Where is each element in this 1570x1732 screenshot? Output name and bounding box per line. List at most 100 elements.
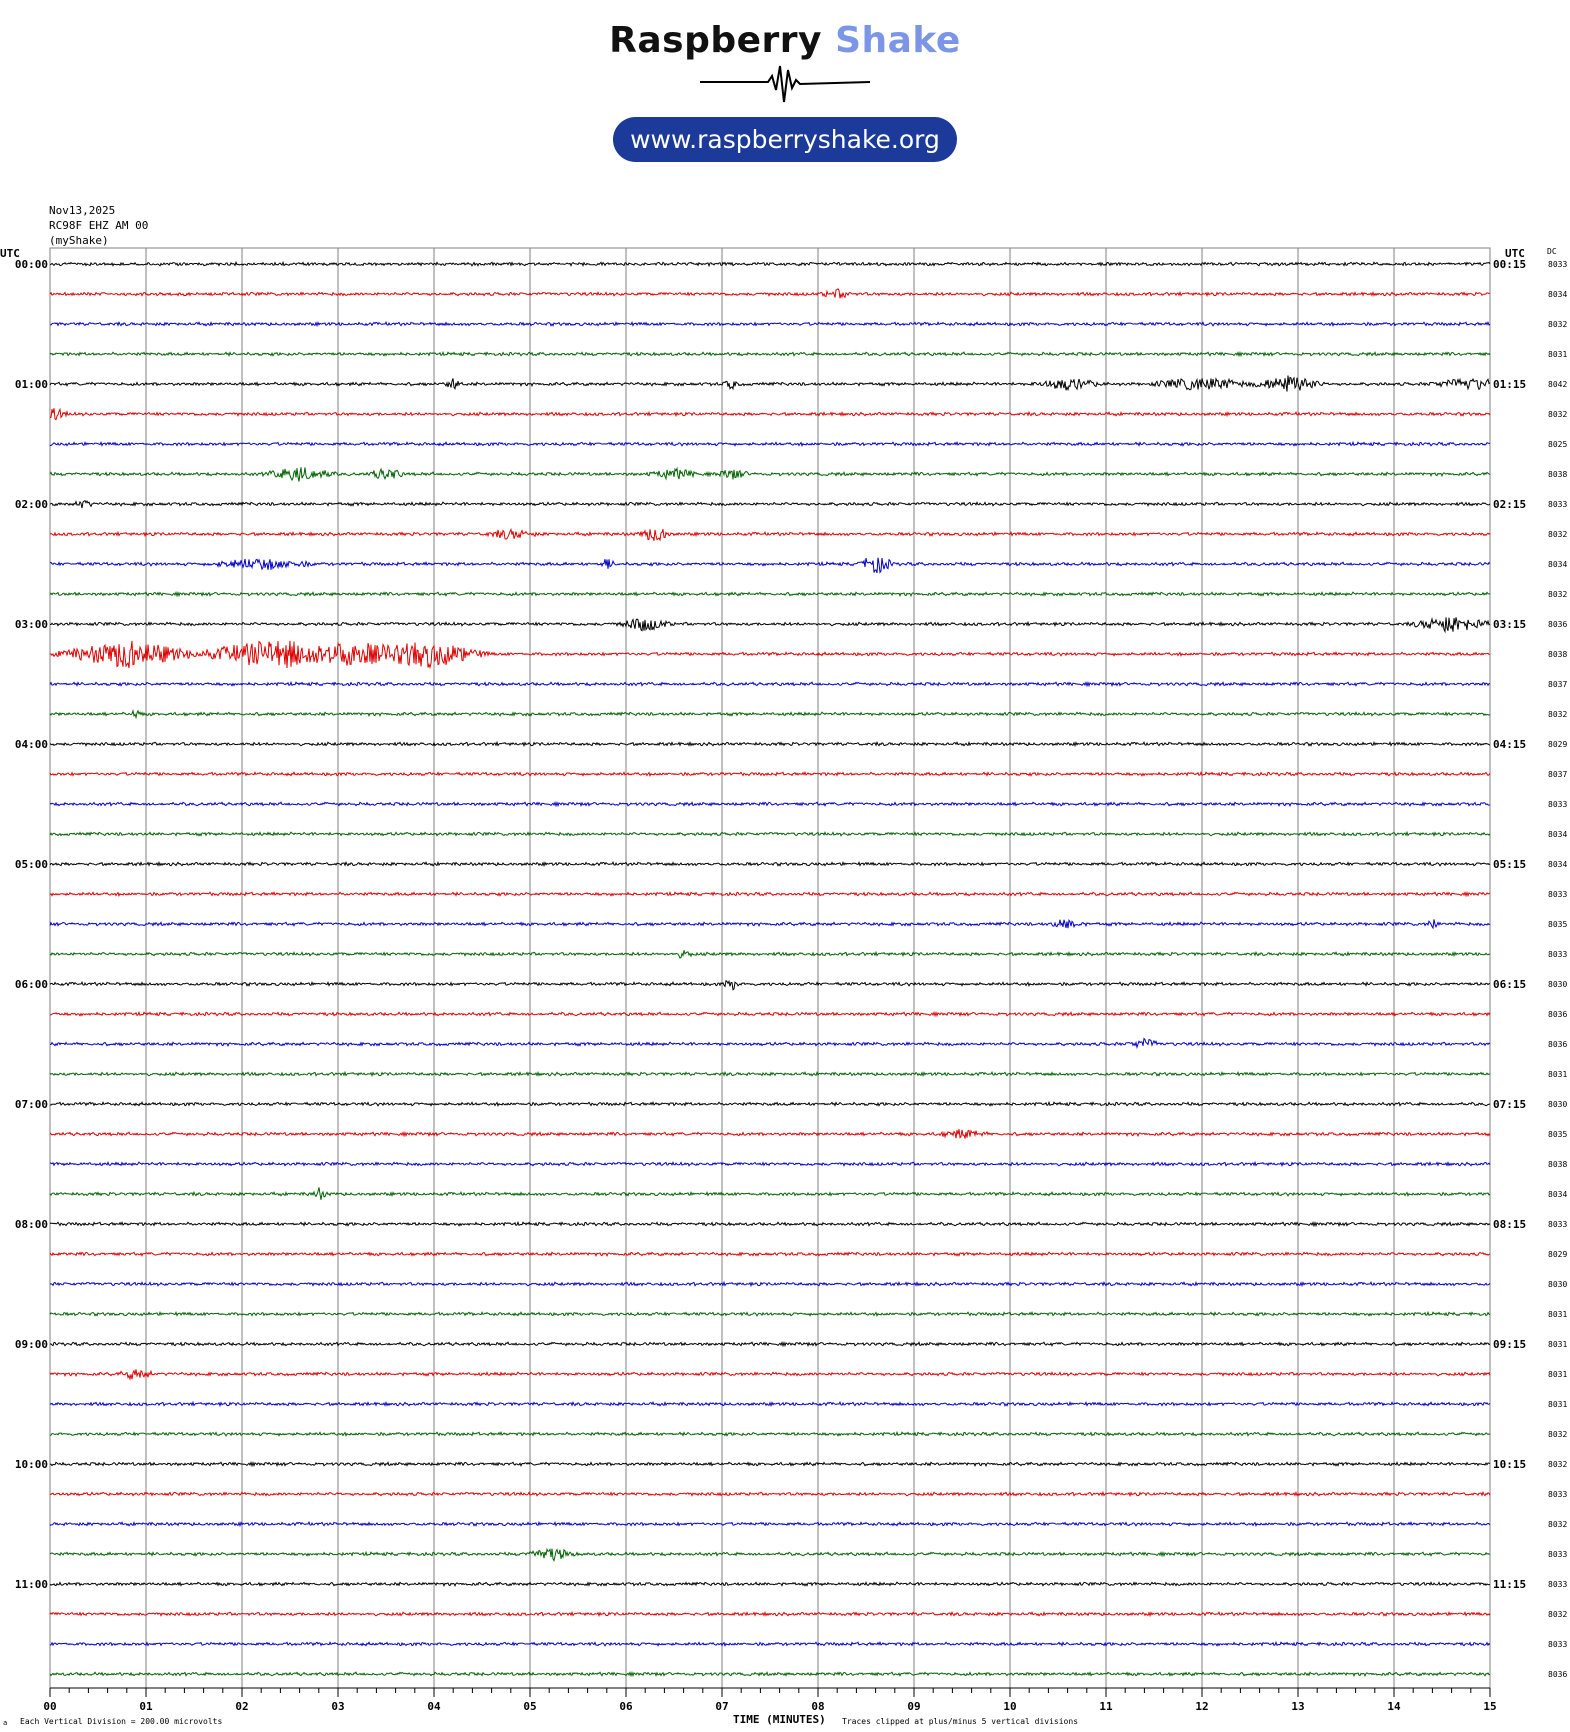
trace-row [49,1490,1491,1498]
trace-row [49,1670,1491,1678]
x-tick-label: 04 [427,1700,441,1713]
trace-row [49,1340,1491,1348]
hour-label-right: 08:15 [1493,1218,1526,1231]
logo-word-shake: Shake [835,20,961,61]
dc-offset-label: 8033 [1548,1220,1567,1229]
dc-offset-label: 8037 [1548,770,1567,779]
trace-row [49,800,1491,808]
dc-offset-label: 8034 [1548,860,1567,869]
division-scale-note: Each Vertical Division = 200.00 microvol… [20,1717,223,1726]
dc-offset-label: 8038 [1548,1160,1567,1169]
dc-offset-header: DC [1547,247,1557,256]
dc-offset-label: 8033 [1548,1550,1567,1559]
x-axis-title: TIME (MINUTES) [733,1713,826,1726]
trace-row [49,320,1491,328]
dc-offset-label: 8029 [1548,1250,1567,1259]
trace-row [49,1070,1491,1078]
trace-row [49,440,1491,448]
trace-row [50,617,1491,634]
logo-word-raspberry: Raspberry [609,20,823,61]
trace-row [49,1610,1491,1618]
dc-offset-label: 8034 [1548,830,1567,839]
trace-row [49,1220,1491,1228]
trace-row [49,709,1491,720]
dc-offset-label: 8030 [1548,1280,1567,1289]
trace-row [49,260,1491,268]
trace-row [49,830,1491,838]
x-tick-label: 06 [619,1700,633,1713]
hour-label-right: 06:15 [1493,978,1526,991]
trace-row [49,407,1491,421]
corner-mark: a [3,1719,8,1727]
hour-label-left: 08:00 [15,1218,48,1231]
dc-offset-label: 8038 [1548,650,1567,659]
trace-row [49,527,1491,542]
dc-offset-label: 8034 [1548,1190,1567,1199]
dc-offset-label: 8032 [1548,530,1567,539]
trace-row [49,557,1491,574]
hour-label-left: 06:00 [15,978,48,991]
x-tick-label: 01 [139,1700,153,1713]
dc-offset-label: 8035 [1548,920,1567,929]
utc-left-label: UTC [0,247,20,260]
x-tick-label: 07 [715,1700,728,1713]
website-url-link[interactable]: www.raspberryshake.org [613,117,957,162]
hour-label-left: 10:00 [15,1458,48,1471]
trace-row [49,1310,1491,1318]
trace-row [49,1100,1491,1108]
x-tick-label: 11 [1099,1700,1113,1713]
hour-label-left: 07:00 [15,1098,48,1111]
hour-label-left: 03:00 [15,618,48,631]
trace-row [49,1187,1491,1200]
trace-row [49,1547,1491,1562]
trace-row [49,350,1491,358]
dc-offset-label: 8032 [1548,410,1567,419]
trace-row [49,1251,1491,1257]
trace-row [49,1160,1491,1168]
station-id: RC98F EHZ AM 00 [49,219,149,232]
hour-label-right: 10:15 [1493,1458,1526,1471]
trace-row [49,500,1491,509]
dc-offset-label: 8032 [1548,1520,1567,1529]
plot-date: Nov13,2025 [49,204,116,217]
dc-offset-label: 8032 [1548,320,1567,329]
hour-label-right: 01:15 [1493,378,1526,391]
dc-offset-label: 8032 [1548,590,1567,599]
x-tick-label: 14 [1387,1700,1401,1713]
dc-offset-label: 8032 [1548,1460,1567,1469]
x-tick-label: 03 [331,1700,344,1713]
dc-offset-label: 8042 [1548,380,1567,389]
dc-offset-label: 8032 [1548,1610,1567,1619]
x-tick-label: 13 [1291,1700,1304,1713]
trace-row [49,918,1491,930]
dc-offset-label: 8033 [1548,950,1567,959]
trace-row [49,1640,1491,1648]
trace-row [49,1520,1491,1528]
trace-row [49,640,1491,670]
trace-row [49,1280,1491,1288]
dc-offset-label: 8029 [1548,740,1567,749]
trace-row [49,1129,1491,1139]
dc-offset-label: 8031 [1548,1370,1567,1379]
dc-offset-label: 8033 [1548,500,1567,509]
trace-row [49,1400,1491,1408]
trace-row [49,890,1491,898]
dc-offset-label: 8025 [1548,440,1567,449]
trace-row [49,1369,1491,1381]
trace-row [49,590,1491,598]
hour-label-left: 00:00 [15,258,48,271]
dc-offset-label: 8033 [1548,1580,1567,1589]
dc-offset-label: 8031 [1548,1070,1567,1079]
hour-label-left: 05:00 [15,858,48,871]
trace-row [49,466,1491,482]
dc-offset-label: 8034 [1548,560,1567,569]
dc-offset-label: 8036 [1548,1010,1567,1019]
hour-label-right: 07:15 [1493,1098,1526,1111]
trace-row [49,860,1491,868]
trace-row [49,680,1491,688]
seismic-wave-logo-icon [700,65,870,103]
hour-label-right: 11:15 [1493,1578,1526,1591]
hour-label-right: 09:15 [1493,1338,1526,1351]
hour-label-left: 01:00 [15,378,48,391]
